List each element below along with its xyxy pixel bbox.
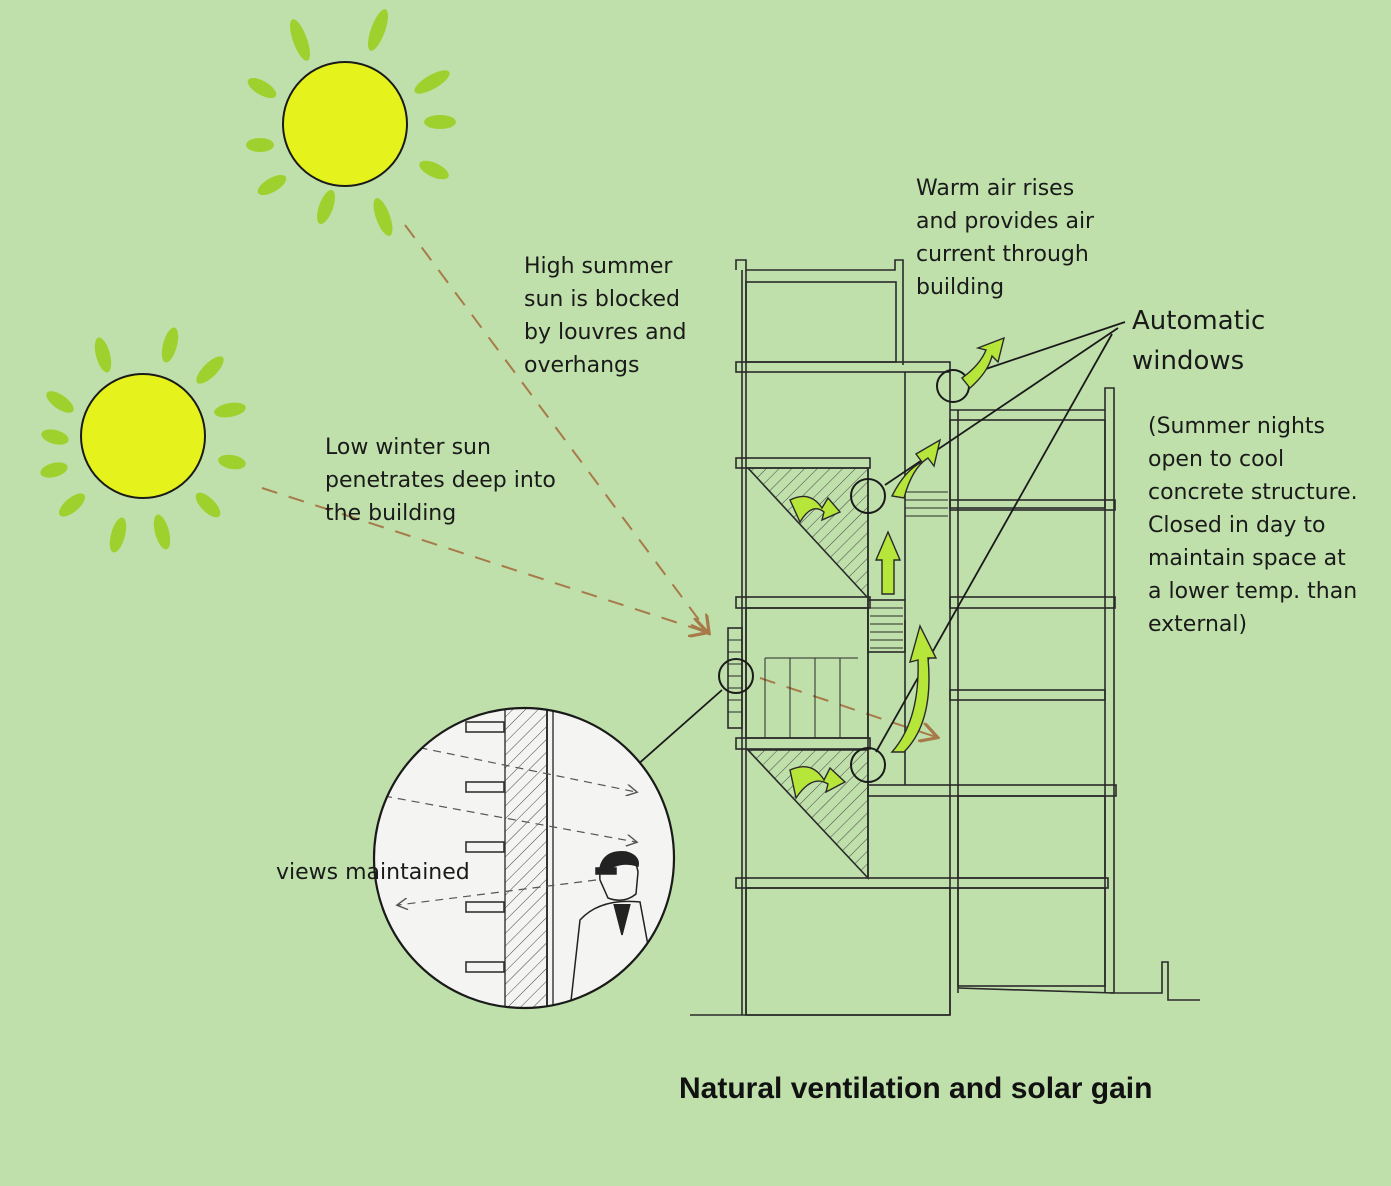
winter-sun-icon	[40, 327, 246, 553]
diagram-title: Natural ventilation and solar gain	[679, 1072, 1153, 1105]
summer-sun-ray	[404, 224, 708, 632]
airflow-arrow	[960, 336, 1006, 390]
winter-sun-ray	[261, 487, 706, 632]
winter-sun-ray-interior	[759, 677, 936, 737]
airflow-arrow	[890, 438, 942, 499]
airflow-arrows	[789, 336, 1006, 800]
airflow-arrow	[874, 530, 902, 595]
window-marker-low	[850, 747, 886, 783]
automatic-windows-label: Automatic windows	[1132, 306, 1266, 376]
window-marker-mid	[850, 478, 886, 514]
airflow-arrow	[789, 495, 842, 524]
airflow-arrow	[789, 766, 847, 800]
warm-air-label: Warm air rises and provides air current …	[916, 176, 1095, 300]
airflow-arrow	[890, 624, 938, 753]
views-maintained-label: views maintained	[276, 860, 470, 885]
louvre-marker	[718, 658, 754, 694]
winter-sun-label: Low winter sun penetrates deep into the …	[325, 435, 556, 526]
solar-paths	[261, 224, 936, 737]
automatic-window-markers	[718, 369, 970, 783]
window-marker-top	[936, 369, 970, 403]
summer-nights-note: (Summer nights open to cool concrete str…	[1148, 414, 1358, 637]
summer-sun-icon	[246, 9, 456, 236]
summer-sun-label: High summer sun is blocked by louvres an…	[524, 254, 687, 378]
